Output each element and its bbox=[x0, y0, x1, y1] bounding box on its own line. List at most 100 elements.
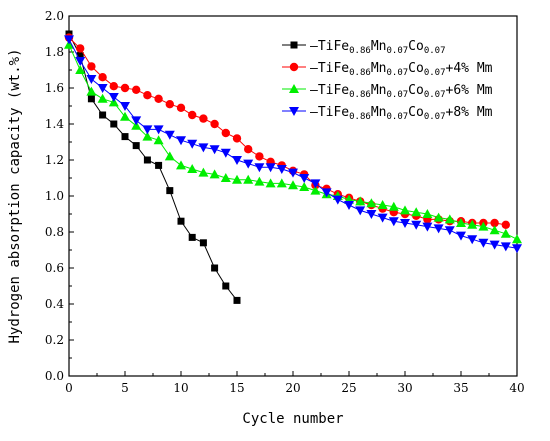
data-point bbox=[176, 136, 186, 146]
y-tick-label: 0.8 bbox=[45, 225, 64, 239]
data-point bbox=[188, 110, 197, 120]
data-point bbox=[500, 228, 511, 238]
y-tick-label: 0.6 bbox=[45, 261, 64, 275]
data-point bbox=[254, 163, 265, 173]
data-point bbox=[97, 93, 108, 103]
data-point bbox=[75, 65, 86, 74]
legend-label: —TiFe0.86Mn0.07Co0.07+8% Mm bbox=[310, 105, 493, 122]
data-point bbox=[164, 151, 175, 161]
data-point bbox=[164, 130, 175, 140]
data-point bbox=[422, 222, 433, 232]
data-point bbox=[120, 83, 130, 93]
data-point bbox=[433, 224, 444, 234]
y-tick-label: 1.0 bbox=[45, 189, 64, 203]
data-point bbox=[153, 135, 164, 145]
data-point bbox=[321, 188, 332, 198]
data-point bbox=[422, 209, 433, 218]
data-point bbox=[142, 125, 153, 135]
data-point bbox=[199, 239, 207, 247]
data-point bbox=[165, 100, 174, 109]
data-point bbox=[86, 75, 97, 84]
data-point bbox=[99, 111, 107, 119]
data-point bbox=[76, 44, 85, 53]
data-point bbox=[87, 95, 95, 103]
data-point bbox=[490, 218, 499, 228]
data-point bbox=[299, 182, 310, 191]
data-point bbox=[377, 213, 388, 223]
data-point bbox=[166, 187, 174, 195]
data-point bbox=[512, 234, 522, 244]
data-point bbox=[177, 217, 185, 225]
data-point bbox=[211, 264, 219, 272]
data-point bbox=[288, 168, 298, 178]
data-point bbox=[98, 73, 107, 82]
data-point bbox=[332, 195, 343, 205]
data-point bbox=[132, 142, 140, 150]
data-point bbox=[355, 196, 366, 206]
data-point bbox=[188, 233, 196, 241]
data-point bbox=[121, 133, 129, 141]
data-point bbox=[110, 120, 118, 128]
data-point bbox=[489, 240, 500, 250]
legend-marker bbox=[289, 107, 299, 116]
data-point bbox=[155, 161, 163, 169]
legend-marker bbox=[289, 62, 299, 72]
data-point bbox=[187, 139, 198, 149]
data-point bbox=[255, 152, 264, 161]
series-line bbox=[68, 37, 506, 226]
y-tick-label: 1.2 bbox=[45, 153, 64, 167]
data-point bbox=[478, 221, 489, 231]
legend-label: —TiFe0.86Mn0.07Co0.07+6% Mm bbox=[310, 83, 493, 100]
y-tick-label: 0.4 bbox=[45, 297, 64, 311]
y-tick-label: 1.6 bbox=[45, 81, 64, 95]
data-point bbox=[131, 116, 142, 126]
data-point bbox=[489, 225, 500, 235]
data-point bbox=[265, 163, 276, 173]
data-point bbox=[512, 244, 522, 254]
data-point bbox=[366, 210, 377, 219]
data-point bbox=[142, 131, 153, 141]
x-tick-label: 5 bbox=[121, 381, 129, 395]
data-point bbox=[500, 242, 511, 252]
x-tick-label: 35 bbox=[453, 381, 468, 395]
data-point bbox=[400, 205, 410, 215]
y-tick-label: 1.4 bbox=[45, 117, 64, 131]
data-point bbox=[276, 165, 287, 174]
series-1 bbox=[68, 33, 238, 301]
legend-label: —TiFe0.86Mn0.07Co0.07+4% Mm bbox=[310, 61, 493, 78]
data-point bbox=[456, 218, 466, 227]
data-point bbox=[199, 114, 208, 123]
y-axis-title: Hydrogen absorption capacity (wt.%) bbox=[7, 48, 23, 343]
legend-marker bbox=[289, 84, 299, 93]
data-point bbox=[243, 159, 254, 169]
data-point bbox=[244, 145, 253, 154]
data-point bbox=[86, 86, 97, 96]
data-point bbox=[76, 52, 84, 60]
x-tick-label: 25 bbox=[341, 381, 356, 395]
data-point bbox=[377, 200, 388, 209]
x-tick-label: 40 bbox=[509, 381, 524, 395]
data-point bbox=[64, 35, 74, 45]
data-point bbox=[355, 206, 366, 216]
x-tick-label: 10 bbox=[173, 381, 188, 395]
x-tick-label: 30 bbox=[397, 381, 412, 395]
legend-label: —TiFe0.86Mn0.07Co0.07 bbox=[310, 39, 446, 56]
data-point bbox=[132, 85, 141, 95]
data-point bbox=[154, 94, 163, 104]
data-point bbox=[209, 145, 220, 155]
data-point bbox=[232, 174, 242, 184]
data-point bbox=[153, 125, 164, 135]
data-point bbox=[344, 201, 354, 210]
data-point bbox=[254, 176, 265, 186]
series-2 bbox=[68, 37, 506, 226]
data-point bbox=[433, 212, 444, 222]
data-point bbox=[176, 103, 186, 113]
x-axis-title: Cycle number bbox=[242, 411, 343, 427]
data-point bbox=[232, 134, 242, 143]
data-point bbox=[456, 231, 466, 241]
data-point bbox=[400, 219, 410, 228]
data-point bbox=[220, 148, 231, 158]
data-point bbox=[467, 235, 478, 245]
data-point bbox=[243, 174, 254, 184]
y-tick-label: 1.8 bbox=[45, 45, 64, 59]
